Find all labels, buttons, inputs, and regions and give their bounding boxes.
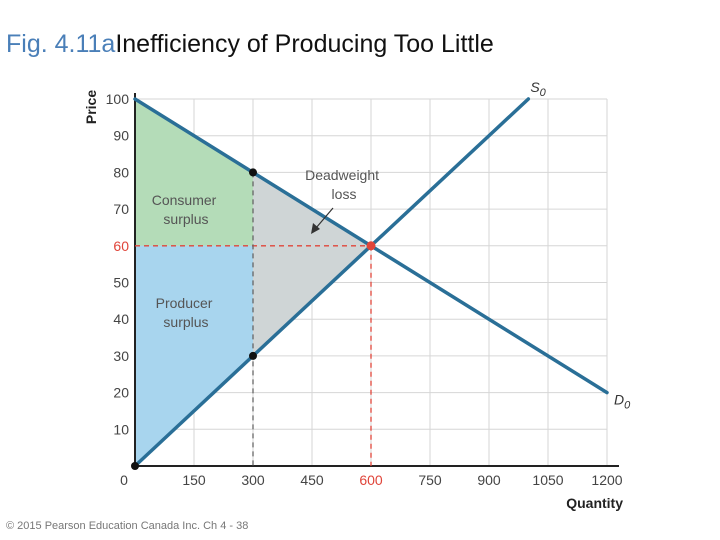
x-tick-label-300: 300 [241, 472, 265, 488]
x-tick-label-1050: 1050 [532, 472, 563, 488]
y-tick-label-50: 50 [113, 275, 129, 291]
demand-point [249, 168, 257, 177]
guide-lines [135, 172, 372, 466]
y-tick-label-20: 20 [113, 385, 129, 401]
deadweight-loss-arrow [315, 207, 334, 229]
y-axis-label: Price [83, 90, 99, 124]
chart-title: Fig. 4.11aInefficiency of Producing Too … [6, 30, 494, 59]
y-tick-label-60: 60 [113, 238, 129, 254]
deadweight-loss-arrowhead [311, 223, 320, 234]
producer-surplus-label: Producer surplus [156, 295, 217, 330]
y-tick-label-90: 90 [113, 128, 129, 144]
consumer-surplus-region [135, 99, 253, 246]
deadweight-loss-region [253, 172, 371, 356]
deadweight-loss-label: Deadweight loss [305, 167, 383, 202]
consumer-surplus-label: Consumer surplus [152, 192, 220, 227]
equilibrium-point [366, 241, 376, 251]
points [131, 168, 376, 470]
y-tick-label-80: 80 [113, 164, 129, 180]
x-tick-label-0: 0 [120, 472, 128, 488]
demand-curve-label: D0 [614, 392, 631, 412]
x-tick-label-600: 600 [359, 472, 383, 488]
supply-point [249, 351, 257, 360]
y-tick-label-40: 40 [113, 311, 129, 327]
y-tick-label-10: 10 [113, 421, 129, 437]
y-tick-label-30: 30 [113, 348, 129, 364]
supply-curve [133, 97, 531, 468]
tick-labels: 0 150 300 450 600 750 900 1050 1200 10 20 30 40 50 60 7… [106, 91, 623, 488]
figure-title: Inefficiency of Producing Too Little [115, 30, 494, 58]
x-tick-label-1200: 1200 [591, 472, 622, 488]
x-tick-label-750: 750 [418, 472, 442, 488]
supply-curve-label: S0 [530, 79, 546, 99]
copyright-footer: © 2015 Pearson Education Canada Inc. Ch … [6, 520, 249, 532]
origin-point [131, 462, 139, 470]
y-tick-label-100: 100 [106, 91, 130, 107]
figure-number: Fig. 4.11a [6, 30, 116, 58]
x-tick-label-150: 150 [182, 472, 206, 488]
x-tick-label-900: 900 [477, 472, 501, 488]
y-tick-label-70: 70 [113, 201, 129, 217]
x-axis-label: Quantity [566, 495, 623, 511]
producer-surplus-region [135, 245, 253, 466]
x-tick-label-450: 450 [300, 472, 324, 488]
